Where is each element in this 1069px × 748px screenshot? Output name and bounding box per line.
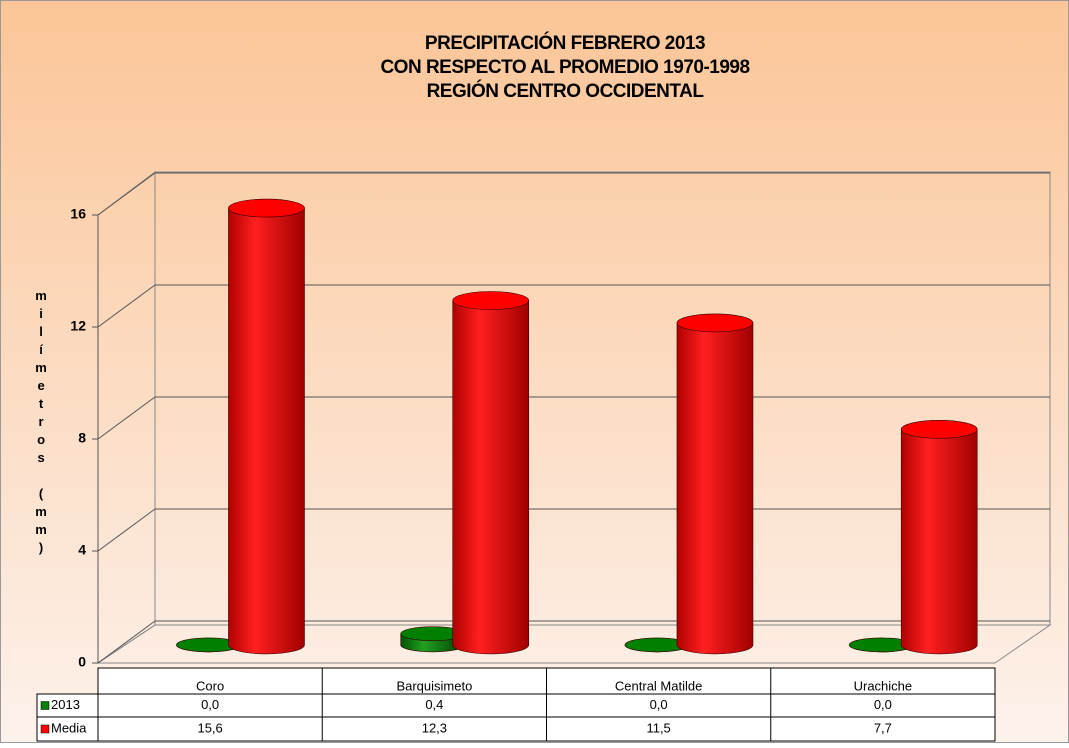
bar [676,313,754,655]
y-tick-label: 8 [78,430,86,446]
y-tick-label: 12 [70,318,86,334]
x-tick-label: Coro [196,678,224,693]
bar-body [676,322,754,655]
grid-line [97,620,156,664]
floor [96,624,1052,664]
legend-swatch [40,724,50,734]
bar-top [452,291,530,310]
value-label: 0,0 [874,697,892,712]
legend-label: Media [51,720,87,735]
bar [452,291,530,655]
bar [400,626,466,653]
x-tick-label: Barquisimeto [396,678,472,693]
y-tick-label: 4 [78,542,86,558]
value-label: 11,5 [646,720,670,735]
bar-body [900,429,978,655]
bar [900,419,978,655]
value-label: 12,3 [422,720,447,735]
grid-line [97,508,156,552]
chart-title: CON RESPECTO AL PROMEDIO 1970-1998 [380,57,749,78]
bar-body [228,207,305,655]
value-label: 0,0 [650,697,668,712]
value-label: 0,4 [425,697,443,712]
bar [848,637,914,653]
bar-top [228,198,305,218]
bar-top [900,419,978,439]
legend-label: 2013 [51,697,80,712]
chart-title: PRECIPITACIÓN FEBRERO 2013 [425,32,705,54]
value-label: 15,6 [197,720,222,735]
value-label: 0,0 [201,697,219,712]
bar-body [452,300,530,655]
value-label: 7,7 [874,720,892,735]
y-tick-label: 0 [78,654,86,670]
legend-swatch [40,701,50,710]
x-tick-label: Urachiche [854,678,913,693]
grid-line [97,396,156,440]
y-axis-label: milímetros (mm) [34,288,49,558]
bar [176,637,241,653]
grid-line [97,284,156,328]
bar [624,637,690,653]
bar [228,198,305,655]
bar-top [676,313,754,333]
y-tick-label: 16 [70,206,86,222]
grid-line [97,172,156,216]
chart-title: REGIÓN CENTRO OCCIDENTAL [427,80,705,102]
x-tick-label: Central Matilde [615,678,702,693]
